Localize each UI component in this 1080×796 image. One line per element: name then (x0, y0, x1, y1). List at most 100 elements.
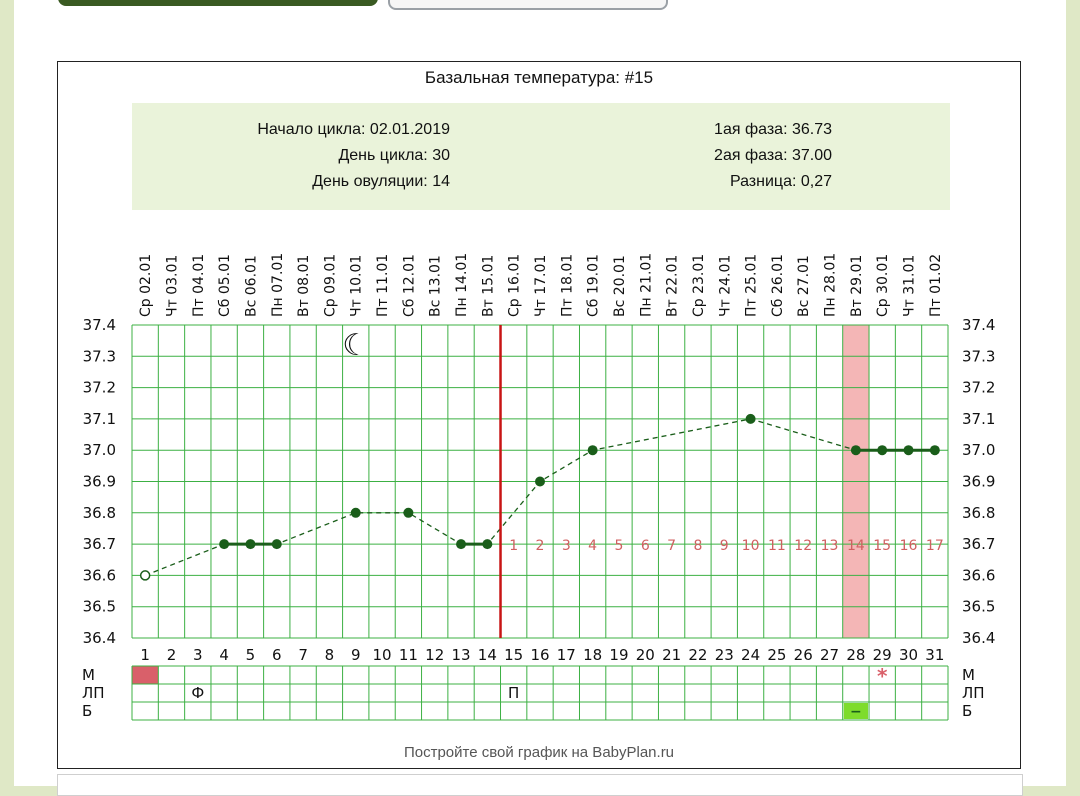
dpo-label: 11 (768, 538, 786, 554)
day-number: 25 (767, 646, 786, 664)
date-label: Чт 10.01 (349, 255, 365, 317)
day-number: 3 (193, 646, 203, 664)
data-point (219, 539, 230, 550)
day-number: 31 (925, 646, 944, 664)
date-label: Пт 18.01 (559, 254, 575, 317)
date-label: Пн 21.01 (638, 253, 654, 317)
dpo-label: 1 (509, 538, 518, 554)
info-right: 1ая фаза: 36.73 2ая фаза: 37.00 Разница:… (714, 117, 832, 195)
data-point (850, 445, 861, 456)
day-number: 13 (451, 646, 470, 664)
menses-cell (132, 666, 159, 684)
y-tick-right: 37.4 (962, 316, 995, 334)
day-number: 29 (873, 646, 892, 664)
row-label-left: Б (82, 702, 92, 720)
dpo-label: 8 (693, 538, 702, 554)
day-number: 20 (636, 646, 655, 664)
row-label-right: М (962, 666, 975, 684)
day-number: 8 (325, 646, 335, 664)
date-label: Пн 14.01 (454, 253, 470, 317)
cycle-start: Начало цикла: 02.01.2019 (257, 121, 450, 138)
lp-mark: Ф (191, 684, 204, 702)
footer-credit: Постройте свой график на BabyPlan.ru (403, 744, 675, 761)
y-tick-left: 36.7 (83, 535, 116, 553)
y-tick-left: 36.4 (83, 629, 116, 647)
data-point (482, 539, 493, 550)
y-tick-left: 37.0 (83, 441, 116, 459)
date-label: Вт 15.01 (480, 255, 496, 317)
y-tick-right: 36.7 (962, 535, 995, 553)
y-tick-right: 37.0 (962, 441, 995, 459)
dpo-label: 14 (847, 538, 865, 554)
phase1: 1ая фаза: 36.73 (714, 121, 832, 138)
day-number: 1 (140, 646, 150, 664)
date-label: Вс 06.01 (243, 255, 259, 317)
cycle-day: День цикла: 30 (338, 147, 450, 164)
date-label: Вт 08.01 (296, 255, 312, 317)
day-number: 14 (478, 646, 497, 664)
y-tick-left: 37.3 (83, 347, 116, 365)
data-point (535, 476, 545, 487)
y-tick-left: 36.5 (83, 598, 116, 616)
y-tick-right: 36.4 (962, 629, 995, 647)
row-label-left: М (82, 666, 95, 684)
ovulation-day: День овуляции: 14 (312, 173, 450, 190)
y-tick-right: 36.5 (962, 598, 995, 616)
data-point (139, 570, 151, 581)
info-left: Начало цикла: 02.01.2019 День цикла: 30 … (257, 117, 450, 195)
day-number: 16 (530, 646, 549, 664)
data-point (403, 507, 414, 518)
date-label: Чт 24.01 (717, 255, 733, 317)
y-tick-right: 36.8 (962, 504, 995, 522)
date-label: Чт 03.01 (164, 255, 180, 317)
day-number: 17 (557, 646, 576, 664)
dpo-label: 4 (588, 538, 597, 554)
day-number: 28 (846, 646, 865, 664)
day-number: 12 (425, 646, 444, 664)
dpo-label: 12 (794, 538, 812, 554)
day-number: 7 (298, 646, 308, 664)
date-label: Ср 02.01 (138, 254, 154, 317)
y-tick-left: 36.8 (83, 504, 116, 522)
dpo-label: 10 (742, 538, 760, 554)
data-point (271, 539, 282, 550)
y-tick-right: 36.6 (962, 566, 995, 584)
day-number: 30 (899, 646, 918, 664)
date-label: Сб 05.01 (217, 254, 233, 317)
top-dark-button[interactable] (58, 0, 378, 6)
dpo-label: 5 (615, 538, 624, 554)
day-number: 24 (741, 646, 760, 664)
y-tick-left: 37.2 (83, 379, 116, 397)
date-label: Вс 13.01 (428, 255, 444, 317)
y-tick-left: 37.1 (83, 410, 116, 428)
date-label: Вс 27.01 (796, 255, 812, 317)
date-label: Чт 31.01 (902, 255, 918, 317)
dpo-label: 6 (641, 538, 650, 554)
day-number: 9 (351, 646, 361, 664)
date-label: Ср 16.01 (507, 254, 523, 317)
day-number: 2 (167, 646, 177, 664)
data-point (245, 539, 256, 550)
y-tick-left: 36.9 (83, 473, 116, 491)
day-number: 11 (399, 646, 418, 664)
day-number: 27 (820, 646, 839, 664)
date-label: Пт 25.01 (744, 254, 760, 317)
date-label: Пн 28.01 (823, 253, 839, 317)
info-box: Начало цикла: 02.01.2019 День цикла: 30 … (132, 103, 950, 210)
day-number: 26 (794, 646, 813, 664)
dpo-label: 9 (720, 538, 729, 554)
dpo-label: 16 (900, 538, 918, 554)
difference: Разница: 0,27 (729, 173, 832, 190)
date-label: Ср 09.01 (322, 254, 338, 317)
row-label-right: Б (962, 702, 972, 720)
day-number: 4 (219, 646, 229, 664)
date-label: Сб 26.01 (770, 254, 786, 317)
dpo-label: 17 (926, 538, 944, 554)
day-number: 19 (609, 646, 628, 664)
y-tick-right: 37.1 (962, 410, 995, 428)
date-label: Ср 30.01 (875, 254, 891, 317)
date-label: Пт 04.01 (191, 254, 207, 317)
top-light-button[interactable] (388, 0, 668, 10)
day-number: 15 (504, 646, 523, 664)
data-point (350, 507, 361, 518)
